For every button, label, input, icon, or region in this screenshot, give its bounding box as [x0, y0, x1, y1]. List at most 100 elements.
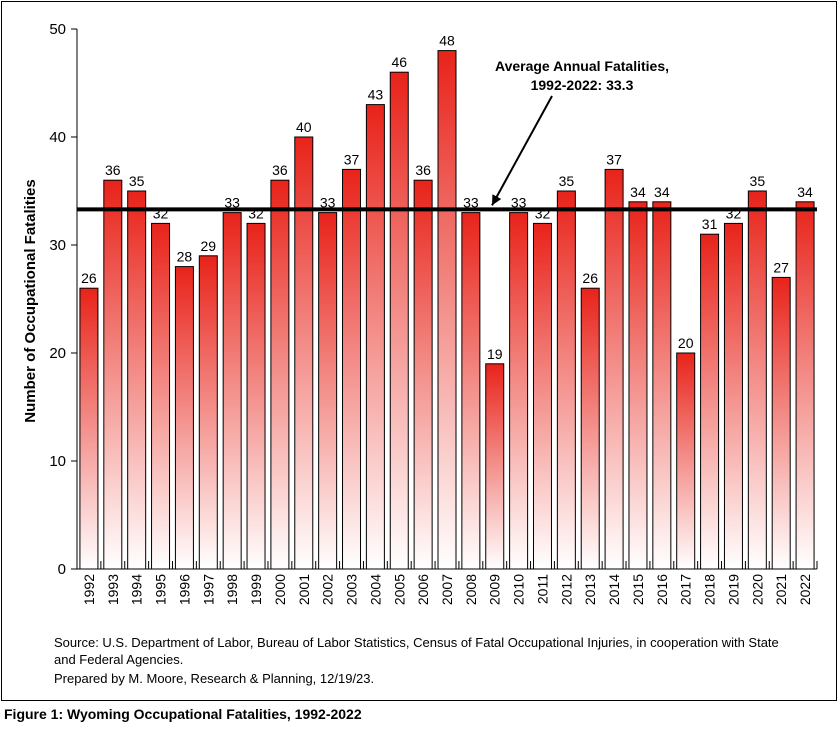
- x-tick-label-2003: 2003: [344, 574, 360, 605]
- x-tick-label-2013: 2013: [582, 574, 598, 605]
- bar-2021: [771, 276, 791, 570]
- bar-value-label-1997: 29: [201, 238, 217, 254]
- bar-value-label-1998: 33: [224, 195, 240, 211]
- x-tick-label-2006: 2006: [415, 574, 431, 605]
- bar-1995: [151, 222, 171, 570]
- source-note-line-1: Source: U.S. Department of Labor, Bureau…: [54, 635, 779, 650]
- bar-2018: [700, 233, 720, 570]
- bar-2003: [342, 168, 362, 570]
- x-tick-label-1996: 1996: [176, 574, 192, 605]
- bar-1993: [103, 179, 123, 570]
- x-tick-label-2007: 2007: [439, 574, 455, 605]
- x-tick-label-2004: 2004: [367, 574, 383, 605]
- bar-value-label-2010: 33: [511, 195, 527, 211]
- bar-1996: [174, 266, 194, 570]
- x-tick-label-2018: 2018: [702, 574, 718, 605]
- x-tick-label-2001: 2001: [296, 574, 312, 605]
- x-tick-label-2022: 2022: [797, 574, 813, 605]
- x-tick-label-2012: 2012: [558, 574, 574, 605]
- bar-value-label-2016: 34: [654, 184, 670, 200]
- bar-2007: [437, 50, 457, 570]
- bar-chart: 2636353228293332364033374346364833193332…: [22, 21, 818, 605]
- bar-value-label-2022: 34: [797, 184, 813, 200]
- bar-value-label-1996: 28: [177, 249, 193, 265]
- x-tick-label-2009: 2009: [487, 574, 503, 605]
- bar-2020: [747, 190, 767, 570]
- x-tick-label-1999: 1999: [248, 574, 264, 605]
- bar-value-label-2007: 48: [439, 33, 455, 49]
- bar-2001: [294, 136, 314, 570]
- bar-value-label-2021: 27: [773, 259, 789, 275]
- y-tick-label-0: 0: [58, 561, 66, 578]
- bar-value-label-2015: 34: [630, 184, 646, 200]
- bar-2011: [532, 222, 552, 570]
- x-tick-label-2008: 2008: [463, 574, 479, 605]
- x-tick-label-2000: 2000: [272, 574, 288, 605]
- x-tick-label-2020: 2020: [749, 574, 765, 605]
- x-tick-label-2010: 2010: [511, 574, 527, 605]
- bar-2019: [723, 222, 743, 570]
- bar-value-label-2020: 35: [750, 173, 766, 189]
- prepared-by-note: Prepared by M. Moore, Research & Plannin…: [54, 671, 375, 686]
- average-annotation-line-1: Average Annual Fatalities,: [495, 58, 669, 74]
- x-tick-label-2021: 2021: [773, 574, 789, 605]
- bar-value-label-1993: 36: [105, 162, 121, 178]
- y-tick-label-50: 50: [49, 21, 66, 38]
- bar-2006: [413, 179, 433, 570]
- x-tick-label-2015: 2015: [630, 574, 646, 605]
- x-tick-label-2017: 2017: [678, 574, 694, 605]
- bar-2000: [270, 179, 290, 570]
- bar-value-label-2009: 19: [487, 346, 503, 362]
- bar-value-label-1994: 35: [129, 173, 145, 189]
- bar-value-label-2005: 46: [391, 54, 407, 70]
- bar-1997: [198, 255, 218, 570]
- bar-1992: [79, 287, 99, 570]
- bar-value-label-2000: 36: [272, 162, 288, 178]
- bar-2008: [461, 212, 481, 570]
- x-tick-label-2005: 2005: [391, 574, 407, 605]
- bar-value-label-2006: 36: [415, 162, 431, 178]
- bar-value-label-2008: 33: [463, 195, 479, 211]
- bar-2005: [389, 71, 409, 570]
- x-tick-label-2019: 2019: [725, 574, 741, 605]
- x-tick-label-2011: 2011: [534, 574, 550, 604]
- bar-value-label-2014: 37: [606, 151, 622, 167]
- y-axis-title: Number of Occupational Fatalities: [22, 179, 39, 422]
- bar-2002: [318, 212, 338, 570]
- bar-value-label-2017: 20: [678, 335, 694, 351]
- x-tick-label-1992: 1992: [81, 574, 97, 605]
- bar-2012: [556, 190, 576, 570]
- average-annotation-arrow: [491, 95, 553, 206]
- x-tick-label-1995: 1995: [153, 574, 169, 605]
- bar-2022: [795, 201, 815, 570]
- bar-2016: [652, 201, 672, 570]
- x-tick-label-1994: 1994: [129, 574, 145, 605]
- x-tick-label-2016: 2016: [654, 574, 670, 605]
- x-tick-label-1998: 1998: [224, 574, 240, 605]
- x-tick-label-1997: 1997: [200, 574, 216, 605]
- bar-value-label-1992: 26: [81, 270, 97, 286]
- y-tick-label-30: 30: [49, 237, 66, 254]
- y-tick-label-40: 40: [49, 129, 66, 146]
- x-tick-label-1993: 1993: [105, 574, 121, 605]
- average-annotation-line-2: 1992-2022: 33.3: [531, 77, 634, 93]
- bar-2014: [604, 168, 624, 570]
- figure-caption: Figure 1: Wyoming Occupational Fatalitie…: [4, 706, 362, 722]
- bar-2010: [509, 212, 529, 570]
- average-annotation-arrowhead: [492, 194, 502, 206]
- bar-2013: [580, 287, 600, 570]
- source-note-line-2: and Federal Agencies.: [54, 652, 184, 667]
- bar-2004: [365, 104, 385, 570]
- bar-2009: [485, 363, 505, 570]
- bar-1999: [246, 222, 266, 570]
- y-tick-label-20: 20: [49, 345, 66, 362]
- x-tick-label-2002: 2002: [320, 574, 336, 605]
- bar-1994: [127, 190, 147, 570]
- chart-frame: 26 36 35 32 28 29 33 32 36 40 33 37 43 46 36 48 33 19 33 32…: [1, 1, 837, 701]
- bar-value-label-2012: 35: [559, 173, 575, 189]
- bar-value-label-2002: 33: [320, 195, 336, 211]
- bar-1998: [222, 212, 242, 570]
- bar-value-label-2004: 43: [368, 87, 384, 103]
- bar-value-label-2003: 37: [344, 151, 360, 167]
- bar-2017: [676, 352, 696, 570]
